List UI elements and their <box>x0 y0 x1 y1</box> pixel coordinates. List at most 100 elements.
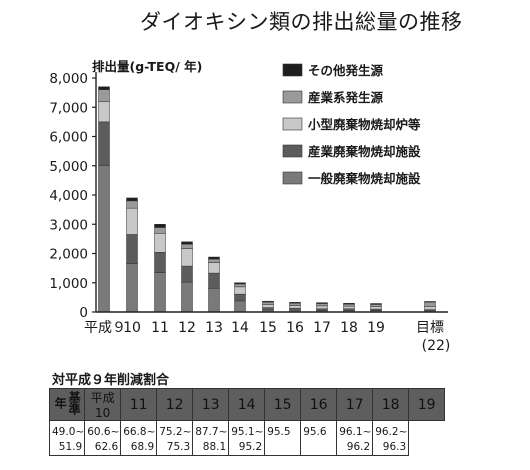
bar-segment <box>234 286 246 295</box>
table-header-cell: 11 <box>120 388 158 421</box>
bar-segment <box>289 302 301 306</box>
bar-segment <box>262 307 274 311</box>
bar-segment <box>316 308 328 311</box>
table-header-cell: 14 <box>228 388 266 421</box>
x-tick-label: 14 <box>231 320 249 336</box>
bar-segment <box>262 304 274 308</box>
table-value-row: 49.0~ 51.9 60.6~ 62.6 66.8~ 68.9 75.2~ 75.3 87.7… <box>48 420 445 456</box>
x-tick-label: 18 <box>340 320 358 336</box>
bar-segment <box>234 293 246 302</box>
bar-segment <box>208 258 220 263</box>
x-tick-label: 目標 <box>416 320 444 336</box>
bar-segment <box>343 303 355 307</box>
table-header-cell: 13 <box>192 388 230 421</box>
legend-swatch <box>282 144 303 158</box>
table-value-cell: 95.1~ 95.2 <box>228 420 266 456</box>
bar-segment <box>424 306 436 310</box>
y-tick-label: 7,000 <box>49 100 88 116</box>
table-value-cell: 96.1~ 96.2 <box>336 420 374 456</box>
y-tick-label: 6,000 <box>49 130 88 146</box>
value-upper: 95.2 <box>238 441 263 453</box>
value-upper: 51.9 <box>58 441 83 453</box>
x-tick-label: 16 <box>286 320 304 336</box>
value-lower: 49.0~ <box>52 426 85 438</box>
value-lower: 75.2~ <box>159 426 192 438</box>
y-tick-label: 4,000 <box>49 188 88 204</box>
y-tick-label: 0 <box>79 305 88 321</box>
bar-segment <box>262 301 274 305</box>
bar-segment <box>343 302 355 305</box>
bar-segment <box>289 305 301 309</box>
bar-segment <box>289 302 301 304</box>
table-header-row: 基準年 平成10 11 12 13 14 15 16 17 18 19 <box>48 388 446 421</box>
value-single: 95.5 <box>267 426 291 438</box>
legend-swatch <box>282 171 303 185</box>
value-lower: 96.1~ <box>339 426 372 438</box>
value-lower: 66.8~ <box>123 426 156 438</box>
y-tick-label: 2,000 <box>49 247 88 263</box>
x-tick-label: 19 <box>367 320 385 336</box>
bar-segment <box>126 234 138 264</box>
value-lower: 60.6~ <box>87 426 120 438</box>
reduction-table-title: 対平成９年削減割合 <box>52 373 170 388</box>
bar-segment <box>181 265 193 283</box>
value-upper: 88.1 <box>202 441 227 453</box>
bar-segment <box>181 243 193 249</box>
reduction-table: 基準年 平成10 11 12 13 14 15 16 17 18 19 49.0~ 51.9 60.6… <box>48 388 446 456</box>
page-title: ダイオキシン類の排出総量の推移 <box>140 10 463 34</box>
x-tick-label: 平成９ <box>84 320 126 336</box>
value-upper: 96.3 <box>382 441 407 453</box>
table-value-cell: 60.6~ 62.6 <box>84 420 122 456</box>
table-header-cell: 15 <box>264 388 302 421</box>
bar-segment <box>234 282 246 285</box>
value-upper: 96.2 <box>346 441 371 453</box>
bar-segment <box>98 89 110 102</box>
table-value-cell: 49.0~ 51.9 <box>48 420 86 456</box>
y-axis-label: 排出量(g-TEQ/ 年) <box>92 59 202 74</box>
x-target-note: (22) <box>422 338 451 354</box>
bar-segment <box>126 200 138 209</box>
bar-segment <box>98 121 110 166</box>
legend-label: 産業系発生源 <box>308 90 384 105</box>
bar-segment <box>208 272 220 289</box>
bar-segment <box>234 283 246 288</box>
bar-segment <box>316 305 328 310</box>
bar-segment <box>208 262 220 274</box>
x-tick-label: 17 <box>313 320 331 336</box>
value-lower: 87.7~ <box>195 426 228 438</box>
table-header-cell: 12 <box>156 388 194 421</box>
bar-segment <box>126 263 138 313</box>
value-lower: 95.1~ <box>231 426 264 438</box>
legend-label: その他発生源 <box>308 63 384 78</box>
bar-segment <box>370 303 382 305</box>
legend-swatch <box>282 90 303 104</box>
y-tick-label: 8,000 <box>49 71 88 87</box>
table-value-cell: 95.6 <box>300 420 338 456</box>
bar-segment <box>181 248 193 267</box>
bar-segment <box>181 281 193 313</box>
x-tick-label: 11 <box>151 320 169 336</box>
table-header-cell: 16 <box>300 388 338 421</box>
bar-segment <box>234 300 246 313</box>
legend-label: 一般廃棄物焼却施設 <box>308 171 421 186</box>
bar-segment <box>126 207 138 235</box>
table-value-cell: 95.5 <box>264 420 302 456</box>
bar-segment <box>154 252 166 273</box>
legend-label: 小型廃棄物焼却炉等 <box>307 117 421 132</box>
table-header-cell: 平成10 <box>84 388 122 421</box>
bar-segment <box>126 197 138 202</box>
bar-segment <box>289 307 301 311</box>
x-tick-label: 13 <box>205 320 223 336</box>
y-tick-label: 1,000 <box>49 276 88 292</box>
table-value-cell: 96.2~ 96.3 <box>372 420 410 456</box>
bar-segment <box>343 308 355 311</box>
table-value-cell: 66.8~ 68.9 <box>120 420 158 456</box>
y-axis: 0 1,000 2,000 3,000 4,000 5,000 6,000 7,000 8,00… <box>49 71 97 321</box>
y-tick-label: 3,000 <box>49 217 88 233</box>
bar-segment <box>370 306 382 310</box>
bar-segment <box>316 302 328 304</box>
table-value-cell: 75.2~ 75.3 <box>156 420 194 456</box>
bar-segment <box>424 301 436 307</box>
value-upper: 68.9 <box>130 441 155 453</box>
bar-segment <box>154 233 166 253</box>
